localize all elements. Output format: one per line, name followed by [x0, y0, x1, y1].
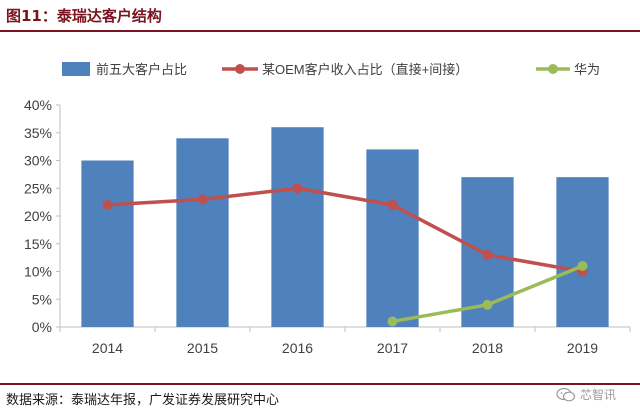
y-tick-label: 15%: [24, 236, 52, 252]
watermark: 芯智讯: [556, 386, 616, 403]
bar-2017: [366, 149, 419, 327]
customer-structure-chart: 前五大客户占比 某OEM客户收入占比（直接+间接） 华为 0% 5% 10% 15% 20%…: [24, 62, 631, 356]
legend-oem-marker: [235, 64, 245, 74]
legend-label: 前五大客户占比: [96, 62, 187, 77]
title-bar: 图11：泰瑞达客户结构: [0, 0, 640, 33]
huawei-line-point: [387, 316, 398, 327]
bar-2014: [81, 160, 134, 327]
y-axis: 0% 5% 10% 15% 20% 25% 30% 35% 40%: [24, 97, 61, 335]
y-tick-label: 0%: [32, 319, 52, 335]
y-tick-label: 10%: [24, 264, 52, 280]
legend-label: 某OEM客户收入占比（直接+间接）: [262, 62, 468, 77]
data-source-note: 数据来源：泰瑞达年报，广发证券发展研究中心: [6, 393, 280, 408]
x-tick-label: 2017: [377, 340, 408, 356]
oem-line-point: [197, 194, 208, 205]
y-tick-label: 5%: [32, 291, 52, 307]
x-tick-label: 2015: [187, 340, 218, 356]
y-tick-label: 25%: [24, 180, 52, 196]
bar-2019: [556, 177, 609, 327]
legend-bar-swatch: [62, 62, 90, 76]
oem-line: [107, 186, 583, 274]
y-tick-label: 30%: [24, 153, 52, 169]
legend-huawei-marker: [548, 64, 558, 74]
x-tick-label: 2014: [92, 340, 123, 356]
title-divider: [0, 30, 640, 32]
watermark-text: 芯智讯: [580, 388, 617, 402]
huawei-line-point: [577, 260, 588, 271]
y-tick-label: 20%: [24, 208, 52, 224]
x-axis: 2014 2015 2016 2017 2018 2019: [59, 326, 631, 356]
oem-line-point: [387, 199, 398, 210]
line-series: [102, 183, 588, 327]
y-tick-label: 35%: [24, 125, 52, 141]
bar-2016: [271, 127, 324, 327]
x-tick-label: 2018: [472, 340, 503, 356]
figure-title: 图11：泰瑞达客户结构: [6, 7, 162, 25]
source-divider: [0, 383, 640, 385]
x-tick-label: 2016: [282, 340, 313, 356]
legend-label: 华为: [574, 62, 600, 77]
wechat-icon: [556, 387, 576, 401]
oem-line-point: [482, 249, 493, 260]
chart-legend: 前五大客户占比 某OEM客户收入占比（直接+间接） 华为: [62, 62, 600, 77]
huawei-line-point: [482, 299, 493, 310]
bar-2015: [176, 138, 229, 327]
x-tick-label: 2019: [567, 340, 598, 356]
oem-line-point: [292, 183, 303, 194]
bar-series: [81, 127, 609, 327]
y-tick-label: 40%: [24, 97, 52, 113]
oem-line-point: [102, 199, 113, 210]
